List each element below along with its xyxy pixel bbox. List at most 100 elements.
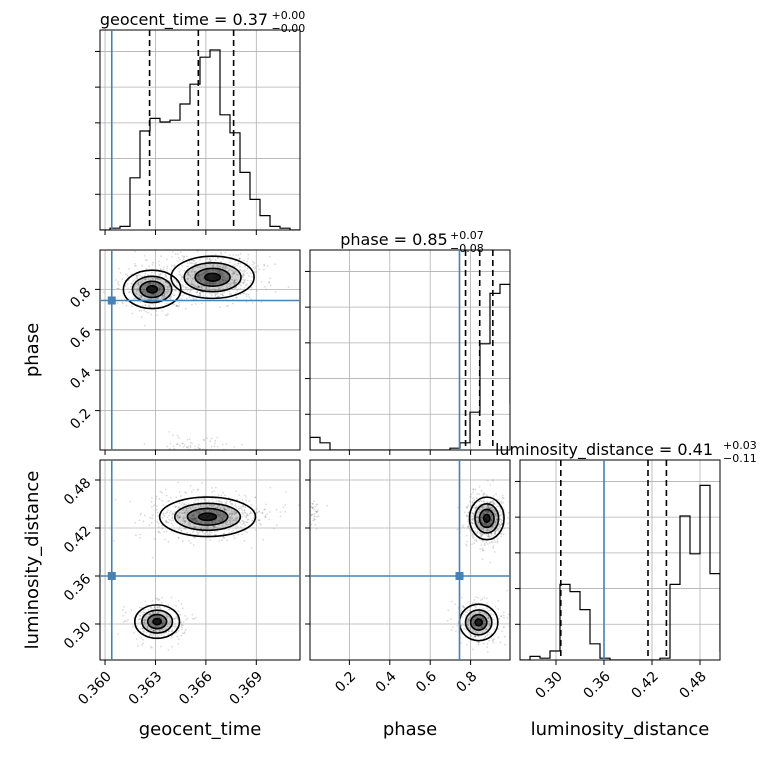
scatter-point [203,498,206,501]
scatter-point [169,621,172,624]
scatter-point [224,508,227,511]
scatter-point [264,286,266,288]
scatter-point [216,530,219,533]
scatter-point [206,531,209,534]
density-phase_vs_geocent_time [122,255,255,310]
scatter-point [208,286,211,289]
scatter-point [476,632,479,634]
scatter-point [175,496,178,499]
scatter-point [178,502,181,505]
scatter-point [246,514,249,516]
scatter-point [460,610,463,612]
scatter-point [214,442,216,445]
scatter-point [200,286,203,289]
scatter-point [171,628,174,631]
scatter-point [153,634,156,636]
scatter-point [171,516,174,519]
x-tick-label: 0.366 [176,669,216,709]
scatter-point [216,271,219,273]
scatter-point [493,512,496,515]
scatter-point [499,510,502,513]
scatter-point [250,512,253,515]
scatter-point [313,519,316,521]
scatter-point [487,506,490,508]
scatter-point [168,608,170,611]
scatter-point [487,524,490,527]
scatter-point [191,442,193,444]
scatter-point [127,287,129,289]
scatter-point [219,507,222,510]
scatter-point [185,509,187,512]
scatter-point [135,283,137,286]
scatter-point [488,631,491,634]
scatter-point [480,611,482,614]
scatter-point [202,509,205,512]
scatter-point [162,504,165,507]
y-tick-label: 0.42 [61,523,94,556]
scatter-point [492,495,495,497]
scatter-point [171,630,173,632]
scatter-point [165,512,168,514]
scatter-point [210,259,213,262]
scatter-point [177,305,180,308]
scatter-point [467,506,469,508]
scatter-point [241,270,243,273]
scatter-point [263,263,266,266]
scatter-point [140,512,143,515]
scatter-point [229,521,232,524]
scatter-point [146,625,149,627]
scatter-point [211,264,214,267]
scatter-point [195,533,198,536]
scatter-point [473,618,475,621]
scatter-point [467,617,470,620]
scatter-point [219,282,221,285]
scatter-point [245,515,248,517]
scatter-point [485,534,487,536]
scatter-point [185,510,188,512]
scatter-point [244,512,247,515]
scatter-point [182,512,185,514]
scatter-point [149,282,152,285]
scatter-point [140,295,143,297]
scatter-point [475,539,477,541]
scatter-point [216,512,218,514]
scatter-point [170,497,172,499]
scatter-point [315,511,318,514]
scatter-point [146,627,149,630]
scatter-point [178,301,181,304]
scatter-point [210,437,213,440]
scatter-point [222,507,225,509]
scatter-point [220,251,223,254]
scatter-point [163,295,166,298]
scatter-point [493,510,495,513]
scatter-point [194,506,197,509]
scatter-point [150,313,153,316]
scatter-point [279,515,282,518]
scatter-point [229,503,232,505]
scatter-point [188,291,191,293]
scatter-point [483,612,486,614]
scatter-point [492,618,495,621]
scatter-point [240,284,242,287]
scatter-point [211,293,214,295]
scatter-point [479,612,481,614]
scatter-point [134,279,136,282]
scatter-point [138,310,141,312]
scatter-point [201,287,204,290]
scatter-point [225,523,228,525]
scatter-point [249,512,252,515]
scatter-point [219,272,222,275]
scatter-point [165,281,167,284]
scatter-point [142,630,144,632]
scatter-point [218,515,221,518]
scatter-point [215,281,218,284]
contour-line [474,618,484,627]
scatter-point [236,498,239,501]
scatter-point [216,436,219,439]
scatter-point [150,500,153,503]
scatter-point [143,621,146,624]
scatter-point [148,633,151,636]
scatter-point [207,271,210,274]
scatter-point [139,606,141,609]
scatter-point [476,517,479,519]
